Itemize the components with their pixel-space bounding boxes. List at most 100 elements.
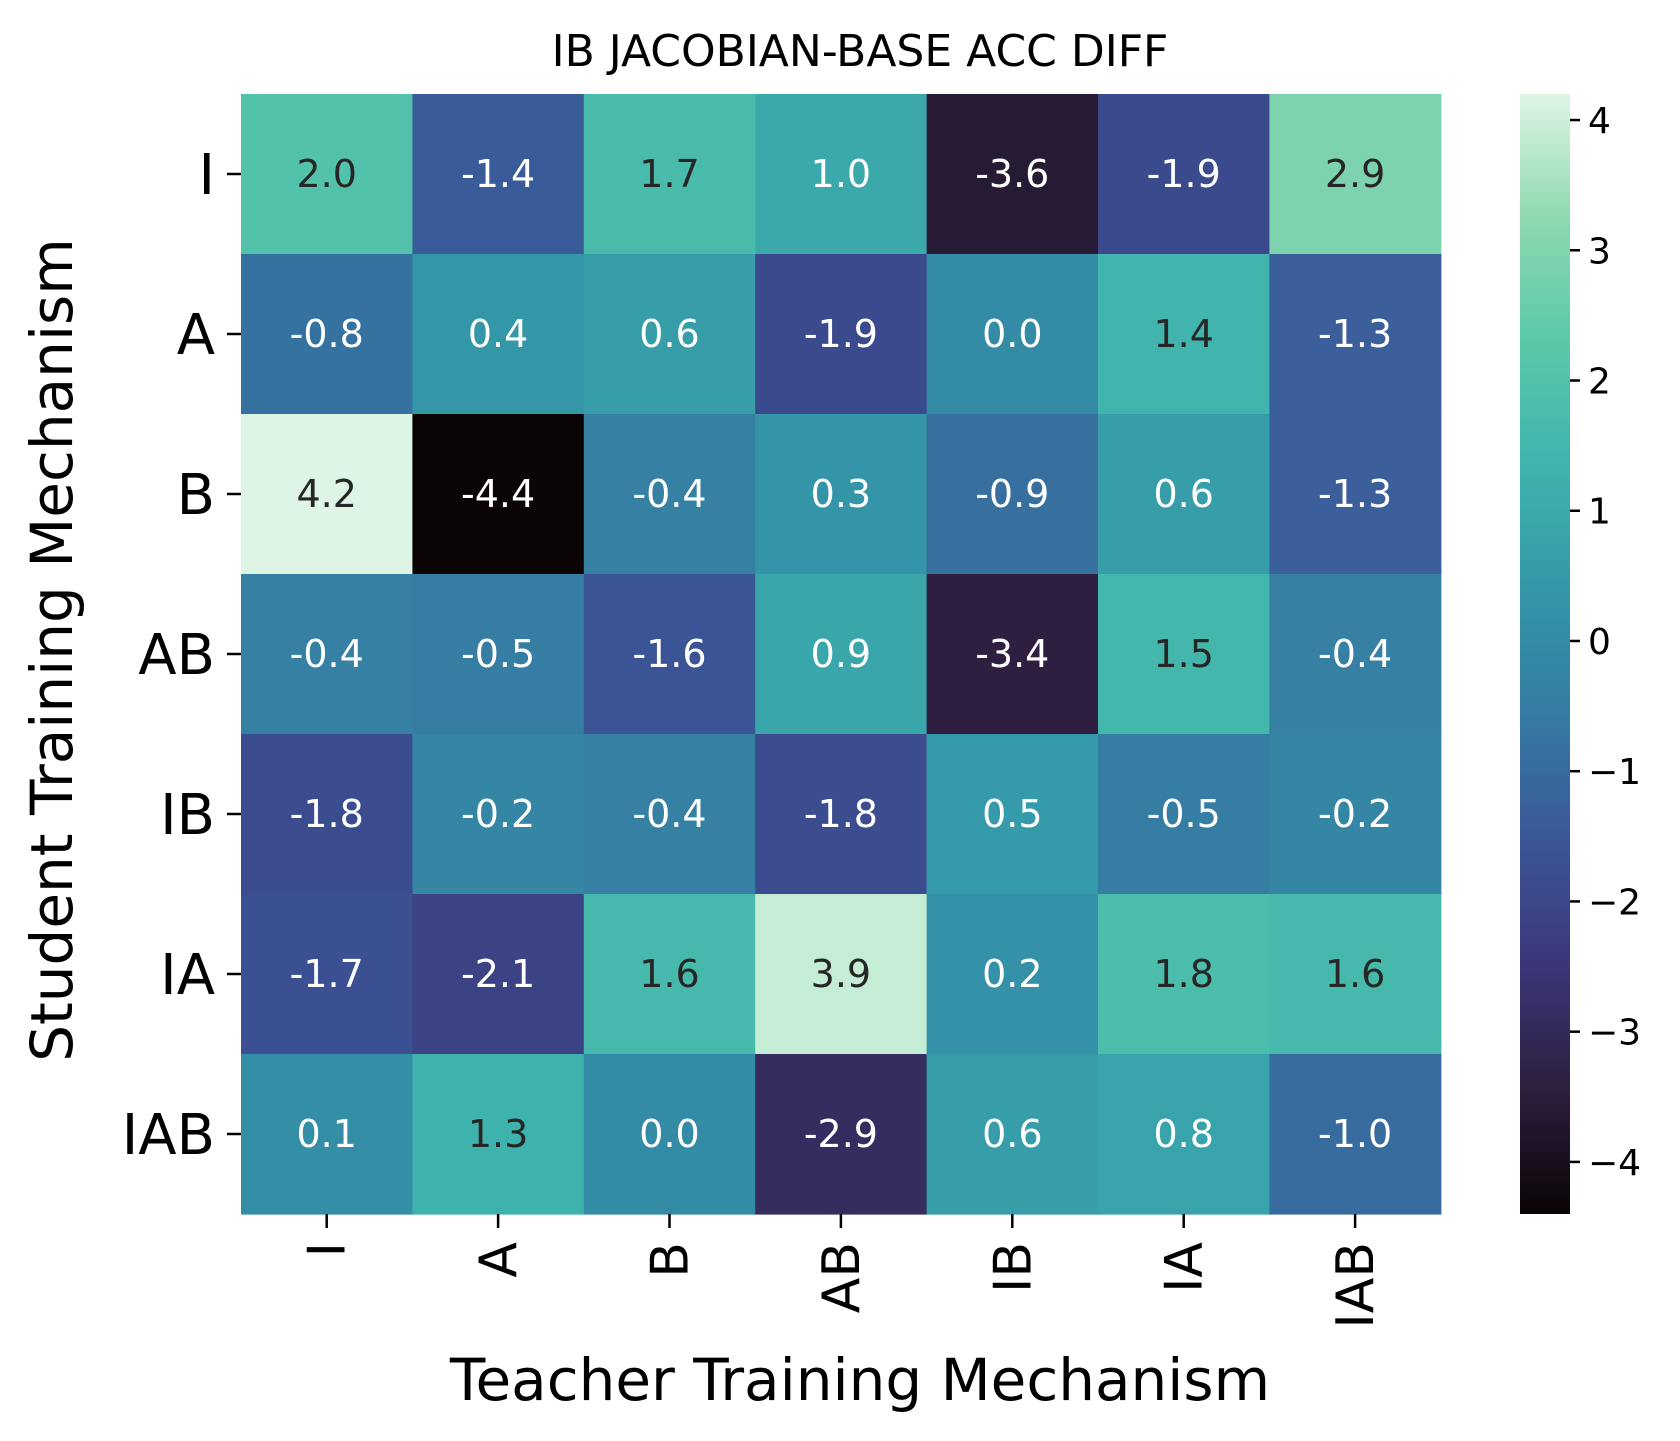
cell-value-label: -1.4 bbox=[461, 152, 535, 196]
cell-value-label: 1.7 bbox=[639, 152, 699, 196]
y-tick-label: I bbox=[198, 143, 215, 208]
heatmap-cell bbox=[1269, 414, 1442, 575]
y-tick-label: IB bbox=[160, 783, 215, 848]
cell-value-label: -0.4 bbox=[632, 472, 706, 516]
cell-value-label: 0.6 bbox=[982, 1112, 1042, 1156]
heatmap-cell bbox=[1098, 1054, 1270, 1215]
cell-value-label: -1.8 bbox=[290, 792, 364, 836]
cell-value-label: -0.9 bbox=[975, 472, 1049, 516]
heatmap-cell bbox=[1269, 894, 1442, 1055]
colorbar-tick-label: −3 bbox=[1588, 1013, 1641, 1054]
cell-value-label: 0.4 bbox=[468, 312, 528, 356]
cell-value-label: -0.4 bbox=[1318, 632, 1392, 676]
cell-value-label: -2.1 bbox=[461, 952, 535, 996]
heatmap-cell bbox=[241, 94, 413, 255]
cell-value-label: -1.7 bbox=[290, 952, 364, 996]
y-tick-label: AB bbox=[138, 623, 215, 688]
x-tick-label: IA bbox=[1155, 1242, 1215, 1293]
heatmap-cell bbox=[926, 94, 1099, 255]
cell-value-label: -0.8 bbox=[290, 312, 364, 356]
heatmap-cell bbox=[1269, 94, 1442, 255]
heatmap-cell bbox=[412, 1054, 585, 1215]
cell-value-label: 2.9 bbox=[1325, 152, 1385, 196]
cell-value-label: -0.2 bbox=[1318, 792, 1392, 836]
cell-value-label: 0.6 bbox=[1153, 472, 1213, 516]
heatmap-cell bbox=[1098, 734, 1270, 895]
cell-value-label: 1.3 bbox=[468, 1112, 528, 1156]
cell-value-label: 0.0 bbox=[982, 312, 1042, 356]
heatmap-cell bbox=[755, 734, 928, 895]
heatmap-cell bbox=[583, 574, 756, 735]
heatmap-cell bbox=[583, 414, 756, 575]
heatmap-cell bbox=[241, 894, 413, 1055]
x-axis-label: Teacher Training Mechanism bbox=[449, 1346, 1270, 1414]
heatmap-cell bbox=[755, 894, 928, 1055]
cell-value-label: 1.6 bbox=[639, 952, 699, 996]
x-tick-label: IB bbox=[983, 1242, 1043, 1293]
cell-value-label: -0.4 bbox=[632, 792, 706, 836]
y-tick-label: A bbox=[177, 303, 215, 368]
colorbar-tick-label: −1 bbox=[1588, 752, 1641, 793]
colorbar-tick-label: 2 bbox=[1588, 362, 1611, 403]
colorbar bbox=[1520, 94, 1570, 1214]
heatmap-cell bbox=[926, 1054, 1099, 1215]
heatmap-cell bbox=[583, 734, 756, 895]
heatmap-cell bbox=[583, 894, 756, 1055]
heatmap-cell bbox=[583, 254, 756, 415]
heatmap-cell bbox=[412, 574, 585, 735]
cell-value-label: 0.1 bbox=[296, 1112, 356, 1156]
x-tick-label: I bbox=[298, 1242, 358, 1257]
cell-value-label: -0.2 bbox=[461, 792, 535, 836]
colorbar-ticks: 4 3 2 1 0 −1 −2 −3 −4 bbox=[1570, 101, 1641, 1184]
x-tick-label: A bbox=[469, 1242, 529, 1278]
heatmap-cell bbox=[755, 574, 928, 735]
heatmap-cell bbox=[926, 414, 1099, 575]
cell-value-label: 0.2 bbox=[982, 952, 1042, 996]
cell-value-label: 0.9 bbox=[811, 632, 871, 676]
heatmap-cell bbox=[583, 1054, 756, 1215]
heatmap-cell bbox=[241, 574, 413, 735]
cell-value-label: -1.0 bbox=[1318, 1112, 1392, 1156]
cell-value-label: -1.3 bbox=[1318, 312, 1392, 356]
heatmap-cell bbox=[755, 254, 928, 415]
heatmap-cell bbox=[412, 254, 585, 415]
heatmap-cell bbox=[926, 574, 1099, 735]
heatmap-cell bbox=[1269, 574, 1442, 735]
heatmap-cell bbox=[1098, 894, 1270, 1055]
colorbar-tick-label: −4 bbox=[1588, 1143, 1641, 1184]
heatmap-cell bbox=[1269, 1054, 1442, 1215]
cell-value-label: -3.6 bbox=[975, 152, 1049, 196]
x-tick-label: AB bbox=[812, 1242, 872, 1313]
heatmap-cell bbox=[412, 734, 585, 895]
heatmap-cells: 2.0 -1.4 1.7 1.0 -3.6 -1.9 2.9 -0.8 0.4 0.6 -1.9 0.… bbox=[241, 94, 1442, 1215]
chart-title: IB JACOBIAN-BASE ACC DIFF bbox=[552, 26, 1169, 77]
heatmap-cell bbox=[755, 94, 928, 255]
heatmap-cell bbox=[583, 94, 756, 255]
heatmap-cell bbox=[241, 414, 413, 575]
y-tick-label: B bbox=[177, 463, 215, 528]
heatmap-cell bbox=[241, 734, 413, 895]
cell-value-label: -0.4 bbox=[290, 632, 364, 676]
heatmap-cell bbox=[241, 1054, 413, 1215]
cell-value-label: -0.5 bbox=[1147, 792, 1221, 836]
heatmap-cell bbox=[241, 254, 413, 415]
cell-value-label: -1.9 bbox=[804, 312, 878, 356]
heatmap-cell bbox=[926, 734, 1099, 895]
cell-value-label: 0.0 bbox=[639, 1112, 699, 1156]
heatmap-cell bbox=[412, 414, 585, 575]
cell-value-label: -2.9 bbox=[804, 1112, 878, 1156]
heatmap-cell bbox=[1098, 414, 1270, 575]
heatmap-cell bbox=[1098, 94, 1270, 255]
cell-value-label: 3.9 bbox=[811, 952, 871, 996]
x-tick-label: B bbox=[641, 1242, 701, 1278]
heatmap-cell bbox=[412, 94, 585, 255]
colorbar-tick-label: 1 bbox=[1588, 492, 1611, 533]
cell-value-label: -4.4 bbox=[461, 472, 535, 516]
cell-value-label: 0.8 bbox=[1153, 1112, 1213, 1156]
cell-value-label: 1.4 bbox=[1153, 312, 1213, 356]
cell-value-label: 2.0 bbox=[296, 152, 356, 196]
heatmap-cell bbox=[1269, 254, 1442, 415]
x-axis-ticks: I A B AB IB IA IAB bbox=[298, 1214, 1386, 1329]
